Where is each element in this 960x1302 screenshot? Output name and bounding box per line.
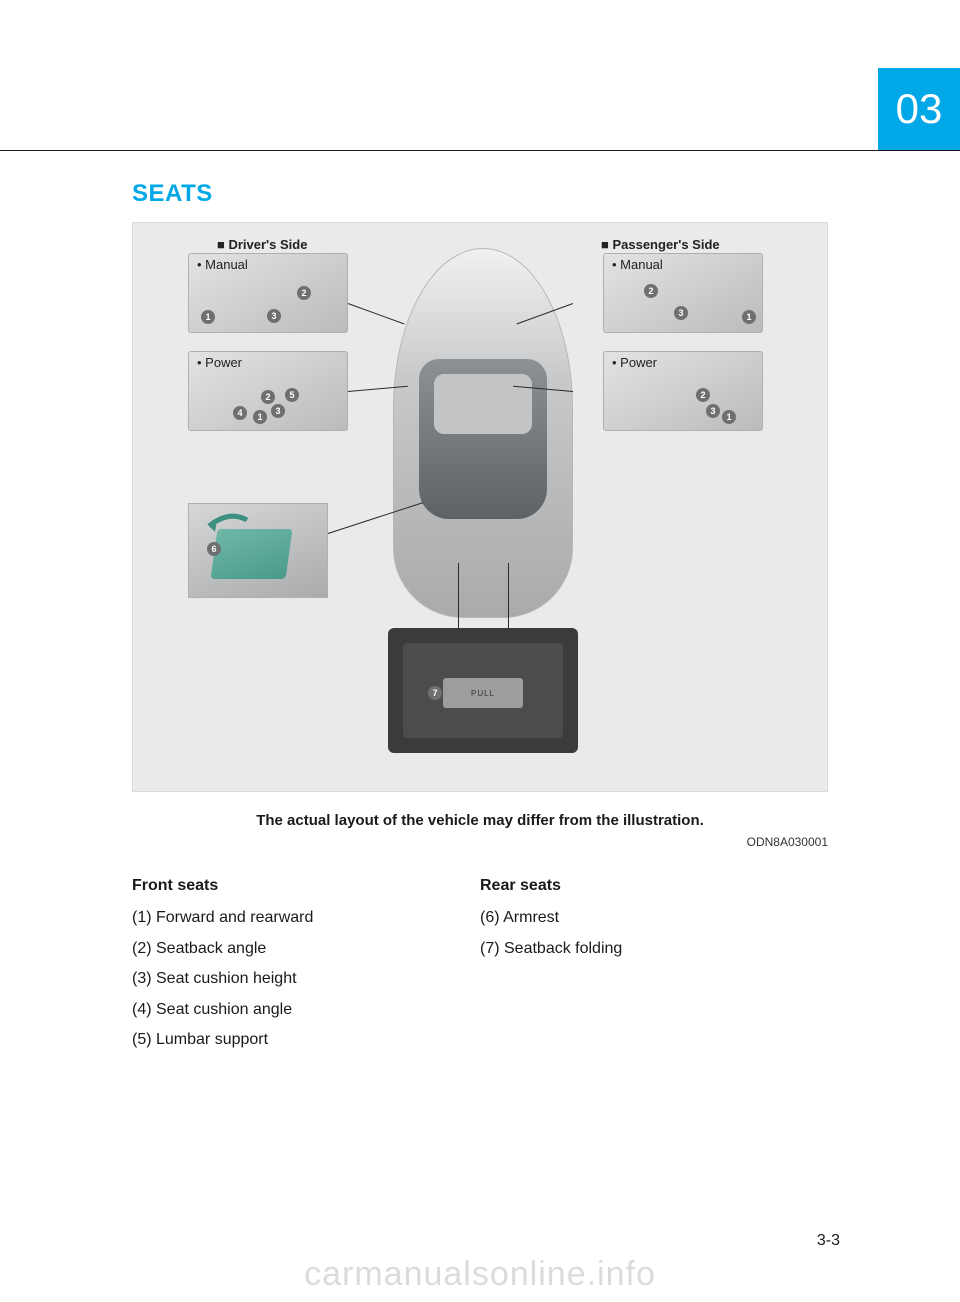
passenger-side-label: ■ Passenger's Side — [601, 237, 720, 252]
figure-caption: The actual layout of the vehicle may dif… — [132, 812, 828, 829]
seats-figure: ■ Driver's Side ■ Passenger's Side • Man… — [132, 222, 828, 792]
leader-line — [348, 303, 405, 324]
driver-manual-panel: • Manual 1 2 3 — [188, 253, 348, 333]
page-content: SEATS ■ Driver's Side ■ Passenger's Side… — [132, 180, 828, 1055]
callout-pp1: 1 — [722, 410, 736, 424]
callout-p4: 4 — [233, 406, 247, 420]
rear-seats-column: Rear seats (6) Armrest (7) Seatback fold… — [480, 871, 828, 1055]
armrest-panel: 6 — [188, 503, 328, 598]
callout-pm2: 2 — [644, 284, 658, 298]
horizontal-rule — [0, 150, 960, 151]
callout-2: 2 — [297, 286, 311, 300]
callout-pm3: 3 — [674, 306, 688, 320]
callout-pp3: 3 — [706, 404, 720, 418]
driver-manual-label: • Manual — [197, 257, 248, 272]
page-number: 3-3 — [817, 1232, 840, 1250]
callout-3: 3 — [267, 309, 281, 323]
legend-lists: Front seats (1) Forward and rearward (2)… — [132, 871, 828, 1055]
list-item: (4) Seat cushion angle — [132, 995, 480, 1025]
callout-p1: 1 — [253, 410, 267, 424]
passenger-power-panel: • Power 1 2 3 — [603, 351, 763, 431]
car-top-view — [393, 248, 573, 618]
chapter-badge: 03 — [878, 68, 960, 150]
passenger-power-label: • Power — [612, 355, 657, 370]
front-seats-title: Front seats — [132, 871, 480, 901]
watermark: carmanualsonline.info — [0, 1255, 960, 1294]
list-item: (2) Seatback angle — [132, 934, 480, 964]
leader-line — [458, 563, 459, 628]
callout-pp2: 2 — [696, 388, 710, 402]
seatback-pull-panel: PULL 7 — [388, 628, 578, 753]
callout-p3: 3 — [271, 404, 285, 418]
driver-power-label: • Power — [197, 355, 242, 370]
passenger-side-text: Passenger's Side — [612, 237, 719, 252]
passenger-manual-label: • Manual — [612, 257, 663, 272]
leader-line — [508, 563, 509, 628]
callout-p2: 2 — [261, 390, 275, 404]
figure-code: ODN8A030001 — [132, 835, 828, 849]
callout-1: 1 — [201, 310, 215, 324]
driver-power-panel: • Power 1 2 3 4 5 — [188, 351, 348, 431]
front-seats-column: Front seats (1) Forward and rearward (2)… — [132, 871, 480, 1055]
list-item: (5) Lumbar support — [132, 1025, 480, 1055]
callout-7: 7 — [428, 686, 442, 700]
list-item: (1) Forward and rearward — [132, 903, 480, 933]
callout-pm1: 1 — [742, 310, 756, 324]
rear-seats-title: Rear seats — [480, 871, 828, 901]
list-item: (6) Armrest — [480, 903, 828, 933]
passenger-manual-panel: • Manual 1 2 3 — [603, 253, 763, 333]
list-item: (7) Seatback folding — [480, 934, 828, 964]
armrest-block — [210, 529, 292, 579]
driver-side-label: ■ Driver's Side — [217, 237, 307, 252]
section-title: SEATS — [132, 180, 828, 208]
callout-p5: 5 — [285, 388, 299, 402]
pull-handle: PULL — [443, 678, 523, 708]
driver-side-text: Driver's Side — [228, 237, 307, 252]
list-item: (3) Seat cushion height — [132, 964, 480, 994]
callout-6: 6 — [207, 542, 221, 556]
